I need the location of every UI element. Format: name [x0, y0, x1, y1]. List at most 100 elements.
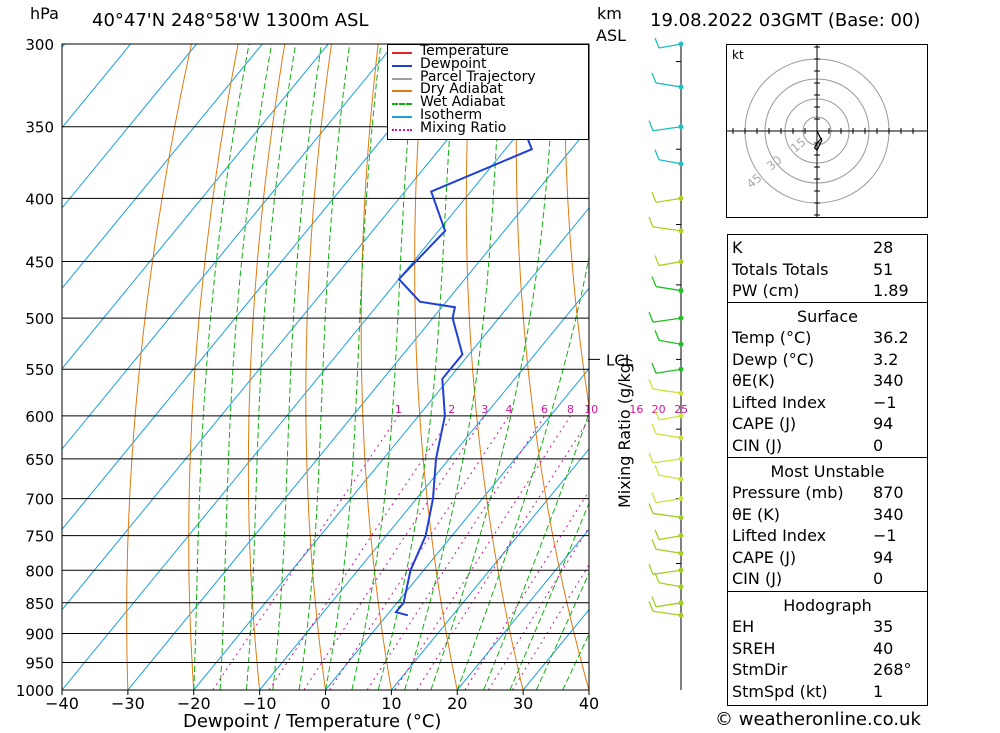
mixing-ratio-label: 16: [629, 403, 643, 416]
hodograph-index-value: 268°: [873, 660, 912, 679]
wind-barb-staff: [658, 260, 682, 267]
wet-adiabat-line: [246, 44, 297, 690]
x-axis-label: Dewpoint / Temperature (°C): [183, 711, 441, 732]
mixing-ratio-label: 10: [584, 403, 598, 416]
credit-link[interactable]: © weatheronline.co.uk: [715, 709, 921, 730]
wind-barb-staff: [655, 82, 682, 88]
x-tick-label: 0: [320, 694, 330, 713]
x-tick-label: 30: [513, 694, 533, 713]
legend-label: Isotherm: [420, 107, 483, 123]
dry-adiabat-line: [247, 44, 286, 690]
wind-barb-staff: [655, 433, 682, 439]
surface-label: Lifted Index: [732, 392, 827, 412]
legend-label: Mixing Ratio: [420, 119, 507, 136]
wind-barb-staff: [652, 226, 682, 232]
legend-item: Parcel Trajectory: [392, 68, 584, 85]
surface-value: 94: [873, 414, 894, 433]
dry-adiabat-line: [939, 44, 1000, 690]
most-unstable-label: θE (K): [732, 504, 780, 524]
wind-barb-feather: [648, 601, 654, 612]
legend-swatch: [392, 116, 412, 118]
wind-barb-feather: [648, 452, 654, 464]
dry-adiabat-line: [465, 44, 524, 690]
isotherm-line: [325, 367, 589, 690]
legend-swatch: [392, 103, 412, 106]
legend-label: Parcel Trajectory: [420, 68, 536, 85]
wind-barb-feather: [651, 192, 657, 203]
pressure-tick-label: 350: [25, 119, 54, 137]
legend-swatch: [392, 77, 412, 80]
mixing-ratio-line: [416, 418, 589, 690]
wind-barb-staff: [658, 474, 682, 480]
hodograph-panel: kt 15 30 45: [720, 34, 928, 228]
temperature-series: [594, 44, 625, 615]
wet-adiabat-line: [219, 44, 273, 690]
wind-barb-feather: [654, 37, 660, 49]
index-value: 51: [873, 259, 894, 279]
dry-adiabat-line: [564, 44, 589, 410]
pressure-tick-label: 300: [25, 36, 54, 54]
index-label: K: [732, 238, 743, 257]
surface-value: 340: [873, 371, 904, 390]
pressure-tick-label: 550: [25, 361, 54, 379]
surface-value: 0: [873, 435, 884, 455]
x-tick-label: −40: [45, 694, 79, 713]
wind-barb-feather: [648, 564, 654, 575]
mixing-ratio-line: [487, 526, 589, 690]
wet-adiabat-line: [193, 44, 250, 690]
index-label: Totals Totals: [732, 259, 829, 279]
hodograph-indices-title: Hodograph: [783, 596, 872, 615]
wet-adiabat-line: [430, 44, 557, 690]
wind-barb-feather: [648, 120, 654, 131]
most-unstable-label: Pressure (mb): [732, 483, 844, 502]
legend-swatch: [392, 52, 412, 54]
isotherm-line: [62, 46, 589, 690]
wind-barb-staff: [652, 317, 682, 323]
isotherm-line: [62, 44, 263, 290]
dry-adiabat-line: [188, 44, 239, 690]
surface-label: Temp (°C): [732, 328, 812, 347]
isotherm-line: [390, 448, 589, 690]
wind-barb-staff: [655, 548, 682, 554]
wet-adiabat-line: [404, 44, 504, 690]
surface-panel: Surface Temp (°C) 36.2 Dewp (°C) 3.2 θE(K) 34…: [727, 302, 928, 459]
x-tick-label: 40: [579, 694, 599, 713]
wind-barb-staff: [655, 197, 682, 203]
legend-item: Isotherm: [392, 107, 584, 123]
x-tick-label: 20: [447, 694, 467, 713]
surface-label: CIN (J): [732, 435, 783, 455]
wind-barb-feather: [654, 409, 660, 421]
most-unstable-value: 94: [873, 547, 894, 567]
wind-barb-feather: [654, 464, 660, 476]
wind-barb-staff: [658, 159, 682, 165]
pressure-tick-label: 900: [25, 625, 54, 643]
wet-adiabat-line: [456, 255, 589, 690]
asl-label: ASL: [596, 26, 627, 45]
most-unstable-label: Lifted Index: [732, 526, 827, 545]
hodograph-index-label: StmSpd (kt): [732, 681, 828, 701]
most-unstable-value: 340: [873, 504, 904, 524]
legend-label: Wet Adiabat: [420, 94, 506, 111]
pressure-tick-label: 700: [25, 491, 54, 509]
wet-adiabat-line: [325, 44, 382, 690]
mixing-ratio-line: [366, 415, 545, 690]
wet-adiabat-line: [535, 572, 589, 690]
indices-panel-1: K 28 Totals Totals 51 PW (cm) 1.89: [727, 234, 928, 304]
surface-label: Dewp (°C): [732, 349, 815, 369]
isotherm-line: [127, 126, 589, 690]
wind-barb-staff: [655, 285, 682, 292]
isotherm-line: [62, 44, 131, 129]
isotherm-line: [62, 44, 461, 531]
index-label: PW (cm): [732, 281, 800, 300]
pressure-tick-label: 400: [25, 190, 54, 208]
wind-barb-feather: [654, 529, 660, 540]
mixing-ratio-label: 4: [506, 403, 513, 416]
mixing-ratio-label: 8: [567, 403, 574, 416]
hodograph-index-label: SREH: [732, 638, 776, 658]
dry-adiabat-line: [360, 44, 392, 690]
x-tick-label: −10: [243, 694, 277, 713]
mixing-ratio-line: [303, 415, 486, 690]
most-unstable-panel: Most Unstable Pressure (mb) 870 θE (K) 340 L…: [727, 457, 928, 593]
